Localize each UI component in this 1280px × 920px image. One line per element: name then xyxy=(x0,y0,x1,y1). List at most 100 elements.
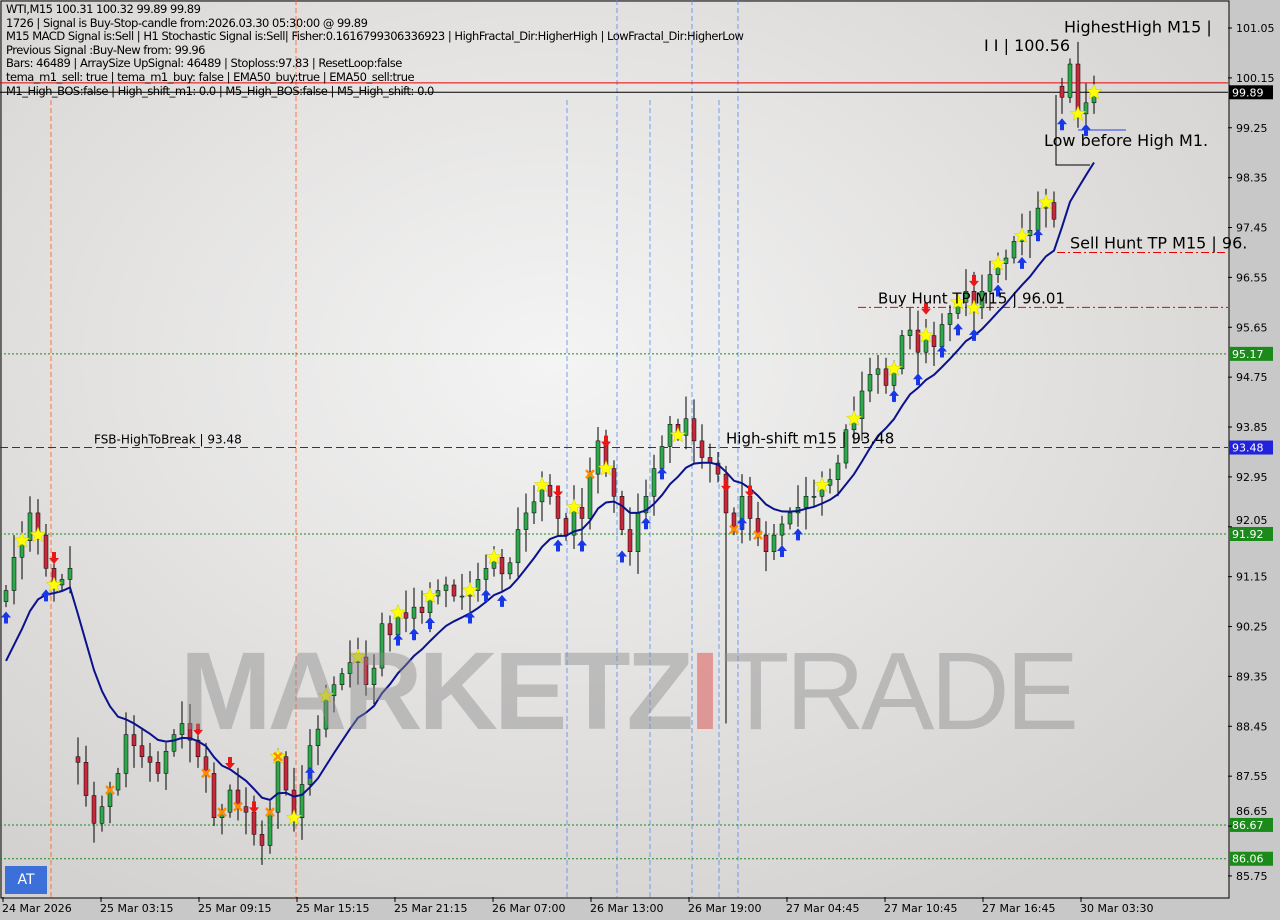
candle-body xyxy=(387,623,393,636)
candle-body xyxy=(307,745,313,785)
star-icon xyxy=(989,254,1007,271)
candle-body xyxy=(883,368,889,386)
chart-annotation: High-shift m15 | 93.48 xyxy=(726,430,894,448)
watermark-logo: MARKETZITRADE xyxy=(180,630,1079,753)
sell-arrow-icon xyxy=(193,723,203,736)
candle-body xyxy=(27,512,33,541)
candle-body xyxy=(595,440,601,475)
level-price-label: 95.17 xyxy=(1232,348,1264,361)
x-tick-label: 27 Mar 10:45 xyxy=(884,902,957,915)
level-price-label: 91.92 xyxy=(1232,528,1264,541)
star-icon xyxy=(349,648,367,665)
candle-body xyxy=(299,784,305,818)
signal-line: 1726 | Signal is Buy-Stop-candle from:20… xyxy=(6,15,368,30)
sell-arrow-icon xyxy=(225,757,235,770)
buy-arrow-icon xyxy=(1,611,11,624)
buy-arrow-icon xyxy=(1033,229,1043,242)
buy-arrow-icon xyxy=(41,589,51,602)
candle-body xyxy=(627,529,633,552)
candle-body xyxy=(931,335,937,347)
candle-body xyxy=(947,313,953,325)
candle-body xyxy=(563,518,569,536)
candle-body xyxy=(723,473,729,514)
y-tick-label: 88.45 xyxy=(1236,720,1268,733)
candle-body xyxy=(123,734,129,774)
candle-body xyxy=(339,673,345,685)
buy-arrow-icon xyxy=(793,528,803,541)
cross-icon xyxy=(265,807,275,818)
star-icon xyxy=(845,409,863,426)
y-tick-label: 96.55 xyxy=(1236,271,1268,284)
star-icon xyxy=(813,476,831,493)
macd-line: M15 MACD Signal is:Sell | H1 Stochastic … xyxy=(6,29,744,44)
chart-annotation: Buy Hunt TP M15 | 96.01 xyxy=(878,289,1065,307)
candle-body xyxy=(43,534,49,569)
x-tick-label: 25 Mar 03:15 xyxy=(100,902,173,915)
candle-body xyxy=(739,496,745,530)
candle-body xyxy=(915,329,921,353)
candle-body xyxy=(699,440,705,458)
cross-icon xyxy=(105,785,115,795)
y-tick-label: 94.75 xyxy=(1236,371,1268,384)
candle-body xyxy=(11,557,17,591)
candle-body xyxy=(419,606,425,613)
candle-body xyxy=(531,501,537,514)
candle-body xyxy=(259,834,265,846)
candle-body xyxy=(659,446,665,469)
candle-body xyxy=(451,584,457,597)
candle-body xyxy=(331,684,337,697)
candle-body xyxy=(211,773,217,818)
sell-arrow-icon xyxy=(969,274,979,287)
level-price-label: 93.48 xyxy=(1232,442,1264,455)
candle-body xyxy=(155,762,161,774)
sell-arrow-icon xyxy=(49,551,59,564)
candle-body xyxy=(1027,230,1033,237)
candle-body xyxy=(1003,257,1009,264)
y-tick-label: 101.05 xyxy=(1236,22,1275,35)
buy-arrow-icon xyxy=(953,323,963,336)
y-tick-label: 89.35 xyxy=(1236,670,1268,683)
y-tick-label: 100.15 xyxy=(1236,72,1275,85)
level-price-label: 99.89 xyxy=(1232,86,1264,99)
cross-icon xyxy=(201,768,211,779)
candle-body xyxy=(315,728,321,746)
y-tick-label: 99.25 xyxy=(1236,122,1268,135)
candle-body xyxy=(691,418,697,442)
candle-body xyxy=(683,418,689,436)
candle-body xyxy=(275,756,281,813)
x-tick-label: 27 Mar 16:45 xyxy=(982,902,1055,915)
autotrading-button[interactable]: AT xyxy=(5,866,47,894)
buy-arrow-icon xyxy=(657,467,667,480)
candle-body xyxy=(475,579,481,591)
x-tick-label: 25 Mar 09:15 xyxy=(198,902,271,915)
candle-body xyxy=(499,557,505,575)
sell-arrow-icon xyxy=(601,435,611,448)
y-tick-label: 87.55 xyxy=(1236,770,1268,783)
sell-arrow-icon xyxy=(249,801,259,814)
cross-icon xyxy=(217,807,227,818)
y-tick-label: 91.15 xyxy=(1236,571,1268,584)
star-icon xyxy=(421,587,439,604)
low-before-high-bracket xyxy=(1055,95,1090,166)
buy-arrow-icon xyxy=(425,617,435,630)
buy-arrow-icon xyxy=(305,766,315,779)
y-tick-label: 86.65 xyxy=(1236,805,1268,818)
candle-body xyxy=(555,496,561,519)
star-icon xyxy=(885,360,903,376)
buy-arrow-icon xyxy=(617,550,627,563)
sell-arrow-icon xyxy=(745,485,755,498)
candle-body xyxy=(715,462,721,475)
x-tick-label: 30 Mar 03:30 xyxy=(1080,902,1153,915)
candle-body xyxy=(747,496,753,519)
sell-arrow-icon xyxy=(553,485,563,498)
buy-arrow-icon xyxy=(393,633,403,646)
candle-body xyxy=(459,595,465,598)
star-icon xyxy=(597,459,615,476)
candle-body xyxy=(1083,102,1089,115)
star-icon xyxy=(565,498,583,515)
y-tick-label: 93.85 xyxy=(1236,421,1268,434)
y-tick-label: 97.45 xyxy=(1236,222,1268,235)
chart-annotation: Sell Hunt TP M15 | 96. xyxy=(1070,233,1247,252)
star-icon xyxy=(1037,193,1055,210)
